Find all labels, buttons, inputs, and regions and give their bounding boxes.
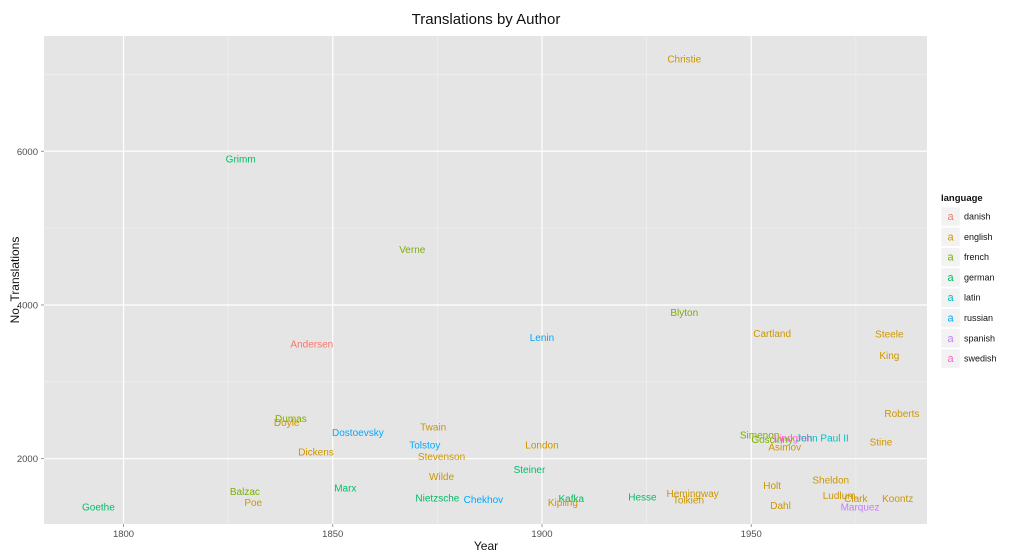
x-tick-label: 1950: [741, 529, 762, 540]
author-point-label: Simenon: [740, 430, 779, 441]
legend-key-box: [940, 206, 961, 227]
legend-item-label: swedish: [964, 354, 997, 364]
legend-title: language: [941, 193, 983, 204]
legend-key-box: [940, 227, 961, 247]
x-axis-title: Year: [474, 539, 498, 553]
chart-title: Translations by Author: [412, 11, 561, 28]
major-gridlines: [44, 36, 927, 524]
author-point-label: Kipling: [548, 498, 578, 509]
x-tick-label: 1900: [531, 529, 552, 540]
author-point-label: Christie: [667, 55, 701, 66]
author-point-label: Steiner: [514, 465, 546, 476]
author-point-label: Hemingway: [667, 489, 719, 500]
legend-item-label: spanish: [964, 333, 995, 343]
author-point-label: Chekhov: [464, 495, 503, 506]
author-point-label: Twain: [420, 423, 446, 434]
author-point-label: Goethe: [82, 503, 115, 514]
author-point-label: Marx: [334, 483, 356, 494]
legend-key-box: [940, 287, 961, 308]
author-point-label: Roberts: [884, 409, 919, 420]
author-point-label: Ludlum: [823, 491, 856, 502]
legend-item-label: danish: [964, 212, 991, 222]
plot-panel: [44, 36, 927, 524]
author-point-label: Goscinny: [751, 435, 793, 446]
legend-item-label: latin: [964, 293, 981, 303]
author-point-label: Dostoevsky: [332, 428, 384, 439]
author-point-label: Dahl: [770, 501, 791, 512]
author-point-label: Stevenson: [418, 452, 465, 463]
data-labels: Christie Grimm Verne Blyton Cartland Steele Le…: [82, 55, 919, 514]
author-point-label: Blyton: [670, 308, 698, 319]
author-point-label: Grimm: [226, 154, 256, 165]
legend-key-glyph: a: [947, 252, 954, 264]
author-point-label: Tolstoy: [409, 440, 440, 451]
y-axis-title: No. Translations: [8, 237, 22, 324]
author-point-label: John Paul II: [796, 433, 849, 444]
legend-item-label: french: [964, 252, 989, 262]
author-point-label: Verne: [399, 245, 426, 256]
author-point-label: Nietzsche: [415, 493, 459, 504]
legend-item-label: english: [964, 232, 993, 242]
author-point-label: Steele: [875, 330, 904, 341]
author-point-label: Lenin: [530, 333, 554, 344]
author-point-label: Kafka: [559, 494, 585, 505]
author-point-label: Poe: [244, 498, 262, 509]
minor-gridlines: [44, 36, 927, 524]
author-point-label: Holt: [763, 481, 781, 492]
author-point-label: London: [525, 440, 558, 451]
legend-item-label: russian: [964, 313, 993, 323]
legend-key-box: [940, 348, 961, 369]
legend-key-glyph: a: [947, 231, 954, 243]
author-point-label: Sheldon: [812, 476, 849, 487]
legend-key-glyph: a: [947, 313, 954, 325]
y-tick-label: 6000: [17, 147, 38, 158]
author-point-label: Stine: [870, 437, 893, 448]
x-tick-label: 1800: [113, 529, 134, 540]
legend-key-glyph: a: [947, 272, 954, 284]
legend-key-box: [940, 267, 961, 288]
legend-key-glyph: a: [947, 333, 954, 345]
author-point-label: Cartland: [753, 329, 791, 340]
author-point-label: Tolkien: [673, 496, 704, 507]
author-point-label: Marquez: [841, 503, 880, 514]
author-point-label: Wilde: [429, 472, 454, 483]
x-tick-label: 1850: [322, 529, 343, 540]
author-point-label: King: [879, 351, 899, 362]
author-point-label: Lindgren: [774, 433, 813, 444]
legend-key-glyph: a: [947, 292, 954, 304]
author-point-label: Dumas: [275, 414, 307, 425]
author-point-label: Doyle: [274, 418, 300, 429]
legend-key-glyph: a: [947, 353, 954, 365]
author-point-label: Asimov: [768, 443, 801, 454]
y-tick-label: 2000: [17, 454, 38, 465]
author-point-label: Clark: [844, 494, 868, 505]
legend-key-box: [940, 328, 961, 349]
legend-key-box: [940, 247, 961, 267]
x-axis-ticks: 1800 1850 1900 1950: [113, 524, 762, 540]
legend-key-box: [940, 308, 961, 328]
author-point-label: Balzac: [230, 487, 260, 498]
legend-item-label: german: [964, 272, 995, 282]
author-point-label: Dickens: [298, 447, 334, 458]
author-point-label: Hesse: [628, 493, 657, 504]
legend-key-glyph: a: [947, 211, 954, 223]
y-tick-label: 4000: [17, 300, 38, 311]
y-axis-ticks: 2000 4000 6000: [17, 147, 44, 465]
author-point-label: Andersen: [290, 340, 333, 351]
author-point-label: Koontz: [882, 494, 913, 505]
